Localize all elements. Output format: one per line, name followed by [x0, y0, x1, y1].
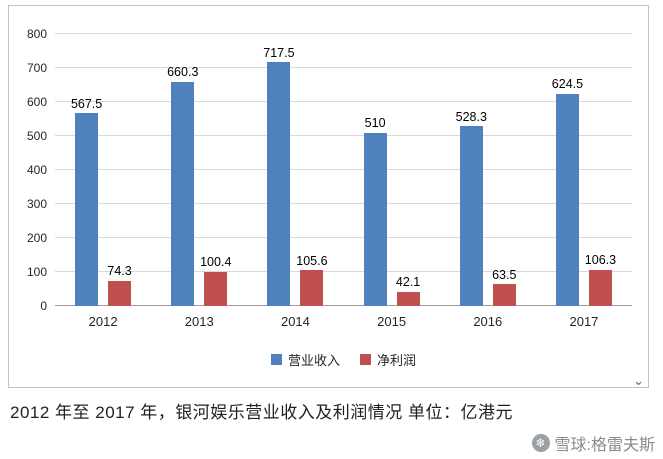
bar-groups: 567.5 74.3 660.3 100.4 717.5 105.6 510 42.1 528.… [55, 34, 632, 306]
bar-value-label: 74.3 [107, 264, 132, 279]
bar-净利润-2015: 42.1 [396, 276, 420, 306]
bar-净利润-2016: 63.5 [492, 269, 516, 306]
chevron-down-icon[interactable]: ⌄ [633, 373, 644, 388]
bars-2013: 660.3 100.4 [151, 34, 247, 306]
gridline [55, 203, 632, 204]
gridline [55, 101, 632, 102]
x-tick-label-2012: 2012 [88, 314, 118, 329]
bar-净利润-2013: 100.4 [200, 256, 231, 306]
y-tick-label: 600 [26, 95, 47, 109]
bars-2017: 624.5 106.3 [536, 34, 632, 306]
bar-营业收入-2015: 510 [363, 117, 387, 306]
bars-2012: 567.5 74.3 [55, 34, 151, 306]
legend-swatch-icon [270, 354, 282, 365]
bar-营业收入-2013: 660.3 [167, 66, 198, 306]
gridline [55, 271, 632, 272]
x-tick-label-2015: 2015 [377, 314, 407, 329]
category-group-2012: 567.5 74.3 [55, 34, 151, 306]
x-tick-label-2014: 2014 [280, 314, 310, 329]
x-tick-label-2017: 2017 [569, 314, 599, 329]
plot-area: 0 100 200 300 400 500 600 700 800 567.5 74.3 660.3 1… [27, 28, 632, 312]
bar-营业收入-2017: 624.5 [552, 78, 583, 306]
snowball-logo-icon: ❄ [531, 434, 550, 452]
gridline [55, 237, 632, 238]
bars-2015: 510 42.1 [344, 34, 440, 306]
y-tick-label: 500 [26, 129, 47, 143]
bar-value-label: 106.3 [584, 253, 617, 268]
bar-value-label: 717.5 [263, 45, 295, 60]
bar-value-label: 660.3 [167, 65, 199, 79]
watermark-text: 雪球:格雷夫斯 [554, 437, 655, 454]
bar-value-label: 105.6 [296, 253, 328, 268]
category-group-2017: 624.5 106.3 [536, 34, 632, 306]
chart-frame: 0 100 200 300 400 500 600 700 800 567.5 74.3 660.3 1… [8, 5, 649, 388]
bar-value-label: 100.4 [200, 255, 232, 270]
x-tick-label-2016: 2016 [473, 314, 503, 329]
bar-营业收入-2014: 717.5 [263, 47, 295, 306]
legend-item-0: 营业收入 [270, 350, 340, 369]
bars-2014: 717.5 105.6 [247, 34, 343, 306]
watermark: ❄ 雪球:格雷夫斯 [531, 431, 655, 455]
bar-营业收入-2016: 528.3 [456, 111, 487, 306]
bar-净利润-2014: 105.6 [296, 255, 328, 306]
legend-label: 营业收入 [287, 353, 340, 368]
bar-value-label: 528.3 [455, 109, 487, 124]
legend-swatch-icon [360, 354, 371, 365]
legend-label: 净利润 [377, 353, 417, 368]
bar-value-label: 510 [364, 116, 386, 131]
y-tick-label: 0 [40, 299, 47, 313]
y-tick-label: 200 [26, 231, 47, 245]
gridline [55, 33, 632, 34]
y-tick-label: 400 [26, 163, 47, 177]
x-axis-labels: 2012 2013 2014 2015 2016 2017 [55, 314, 632, 329]
y-tick-label: 300 [26, 197, 47, 211]
gridline [55, 135, 632, 136]
bar-净利润-2012: 74.3 [107, 265, 132, 306]
gridline [55, 169, 632, 170]
bars-2016: 528.3 63.5 [440, 34, 536, 306]
y-tick-label: 700 [26, 61, 47, 75]
y-tick-label: 100 [26, 265, 47, 279]
category-group-2015: 510 42.1 [344, 34, 440, 306]
bar-value-label: 42.1 [395, 275, 421, 290]
category-group-2014: 717.5 105.6 [247, 34, 343, 306]
legend-item-1: 净利润 [360, 350, 416, 369]
x-axis-line [55, 305, 632, 306]
category-group-2013: 660.3 100.4 [151, 34, 247, 306]
chart-caption: 2012 年至 2017 年，银河娱乐营业收入及利润情况 单位：亿港元 [10, 403, 514, 422]
y-tick-label: 800 [26, 27, 47, 41]
bar-value-label: 567.5 [70, 96, 103, 111]
gridline [55, 67, 632, 68]
category-group-2016: 528.3 63.5 [440, 34, 536, 306]
legend: 营业收入 净利润 [55, 350, 632, 369]
bar-营业收入-2012: 567.5 [71, 98, 102, 306]
bar-净利润-2017: 106.3 [585, 254, 616, 306]
bar-value-label: 624.5 [551, 77, 584, 92]
x-tick-label-2013: 2013 [184, 314, 214, 329]
bar-value-label: 63.5 [492, 267, 517, 282]
